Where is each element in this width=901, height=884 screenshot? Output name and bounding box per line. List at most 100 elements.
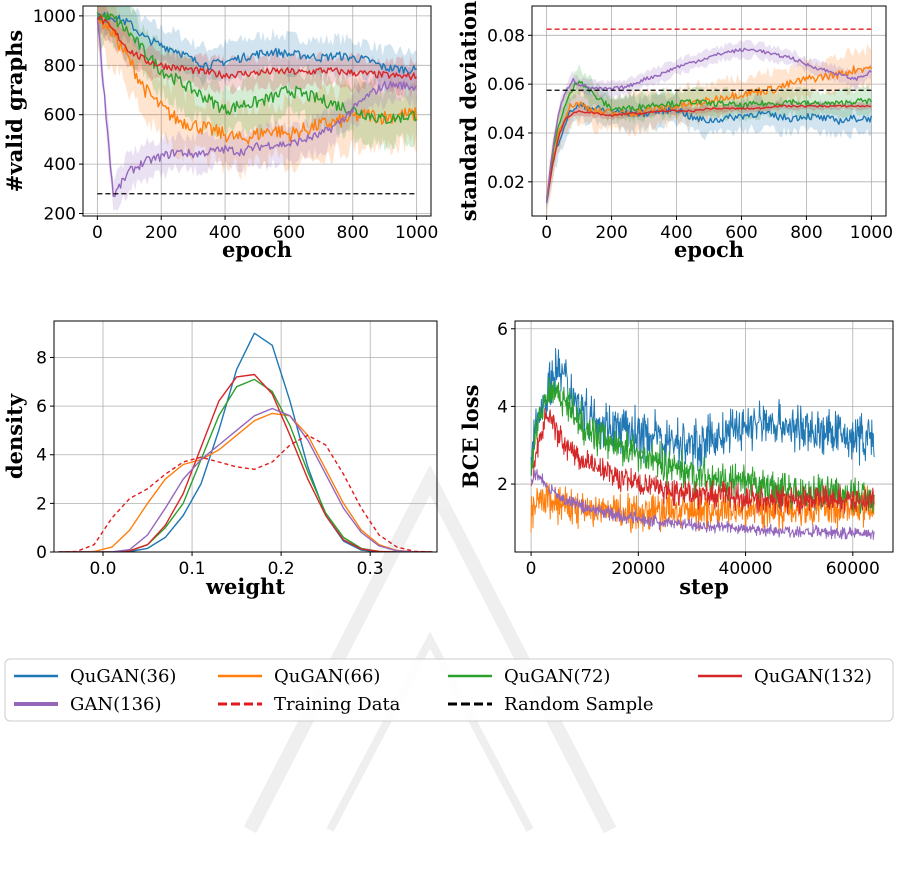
band-q132	[97, 6, 417, 97]
panel-valid-graphs: 0 200 400 600 800 1000 200 400 600 800 1000 epoch #v…	[2, 5, 439, 262]
series-line-gan136	[530, 469, 875, 540]
x-tick-label: 1000	[395, 223, 438, 243]
x-axis-label: epoch	[674, 237, 744, 262]
legend-entry-q66: QuGAN(66)	[218, 666, 380, 687]
axes-frame	[82, 5, 432, 217]
legend-label-random-sample: Random Sample	[504, 694, 654, 715]
legend-label-training-data: Training Data	[274, 694, 401, 715]
x-tick-label: 60000	[826, 559, 880, 579]
band-gan136	[546, 39, 872, 212]
y-tick-label: 4	[36, 446, 47, 466]
plot-area	[530, 348, 875, 540]
legend-entry-q72: QuGAN(72)	[448, 666, 610, 687]
band-q72	[97, 6, 417, 152]
legend-label-gan136: GAN(136)	[70, 694, 162, 715]
x-tick-label: 800	[337, 223, 369, 243]
legend: QuGAN(36) QuGAN(66) QuGAN(72) QuGAN(132)…	[4, 658, 894, 722]
x-tick-label: 0	[541, 223, 552, 243]
x-axis-label: weight	[205, 574, 285, 599]
series-line-q72	[96, 11, 418, 125]
ticks: 0 200 400 600 800 1000 0.02 0.04 0.06 0.08	[487, 26, 893, 243]
series-line-q66	[96, 13, 418, 145]
y-tick-label: 0.04	[487, 124, 525, 144]
y-tick-label: 600	[44, 106, 76, 126]
y-tick-label: 2	[36, 494, 47, 514]
x-tick-label: 0	[526, 559, 537, 579]
watermark	[243, 464, 617, 834]
panel-bce-loss: 0 20000 40000 60000 2 4 6 step BCE loss	[458, 320, 894, 599]
x-tick-label: 0.2	[268, 559, 295, 579]
series-line-q66	[545, 65, 873, 198]
y-tick-label: 400	[44, 155, 76, 175]
panel-standard-deviation: 0 200 400 600 800 1000 0.02 0.04 0.06 0.08 epoch st…	[456, 1, 893, 262]
series-line-q72	[58, 378, 433, 552]
x-tick-label: 400	[209, 223, 241, 243]
series-line-q132	[96, 14, 418, 81]
series-line-q132	[530, 408, 875, 515]
ticks: 0 200 400 600 800 1000 200 400 600 800 1000	[33, 7, 439, 243]
legend-entry-random-sample: Random Sample	[448, 694, 654, 715]
panel-density: 0.0 0.1 0.2 0.3 0 2 4 6 8 weight density	[2, 320, 438, 599]
series-line-q36	[58, 332, 433, 552]
x-tick-label: 0.3	[357, 559, 384, 579]
gridlines	[54, 321, 437, 553]
y-tick-label: 6	[36, 397, 47, 417]
y-tick-label: 0.06	[487, 75, 525, 95]
y-tick-label: 8	[36, 348, 47, 368]
plot-area	[545, 28, 873, 216]
series-line-q36	[96, 11, 417, 75]
band-gan136	[97, 6, 417, 212]
x-tick-label: 1000	[850, 223, 893, 243]
y-tick-label: 4	[497, 397, 508, 417]
y-axis-label: BCE loss	[458, 385, 483, 489]
band-q36	[546, 87, 872, 211]
x-axis-label: epoch	[222, 237, 292, 262]
y-tick-label: 200	[44, 205, 76, 225]
series-line-gan136	[545, 47, 872, 203]
legend-entry-q132: QuGAN(132)	[698, 666, 872, 687]
y-tick-label: 0.08	[487, 26, 525, 46]
plot-area	[96, 6, 418, 212]
y-axis-label: density	[2, 393, 27, 479]
legend-entry-training-data: Training Data	[218, 694, 401, 715]
y-tick-label: 2	[497, 475, 508, 495]
y-tick-label: 0	[36, 543, 47, 563]
series-line-q132	[545, 104, 872, 202]
band-q66	[546, 43, 872, 216]
x-tick-label: 800	[790, 223, 822, 243]
x-tick-label: 0.1	[179, 559, 206, 579]
series-line-q72	[545, 80, 873, 199]
series-line-q66	[530, 482, 875, 534]
x-tick-label: 0	[92, 223, 103, 243]
legend-label-q132: QuGAN(132)	[754, 666, 872, 687]
x-tick-label: 600	[725, 223, 757, 243]
x-tick-label: 200	[145, 223, 177, 243]
y-tick-label: 0.02	[487, 173, 525, 193]
axes-frame	[514, 320, 894, 553]
axes-frame	[531, 5, 887, 217]
band-q36	[97, 6, 417, 93]
series-line-q132	[58, 373, 433, 552]
axes-frame	[53, 320, 438, 553]
legend-entry-gan136: GAN(136)	[14, 694, 162, 715]
x-tick-label: 600	[273, 223, 305, 243]
legend-label-q72: QuGAN(72)	[504, 666, 610, 687]
x-tick-label: 40000	[719, 559, 773, 579]
y-tick-label: 1000	[33, 7, 76, 27]
y-axis-label: #valid graphs	[2, 30, 27, 192]
x-tick-label: 0.0	[89, 559, 116, 579]
y-tick-label: 6	[497, 320, 508, 340]
x-axis-label: step	[679, 574, 729, 599]
y-axis-label: standard deviation	[456, 1, 481, 222]
series-line-train	[58, 434, 433, 552]
ticks: 0 20000 40000 60000 2 4 6	[497, 320, 880, 579]
series-line-gan136	[58, 407, 433, 552]
x-tick-label: 20000	[611, 559, 665, 579]
legend-entry-q36: QuGAN(36)	[14, 666, 176, 687]
legend-label-q66: QuGAN(66)	[274, 666, 380, 687]
y-tick-label: 800	[44, 56, 76, 76]
series-line-gan136	[96, 19, 418, 198]
plot-area	[58, 332, 433, 552]
legend-label-q36: QuGAN(36)	[70, 666, 176, 687]
